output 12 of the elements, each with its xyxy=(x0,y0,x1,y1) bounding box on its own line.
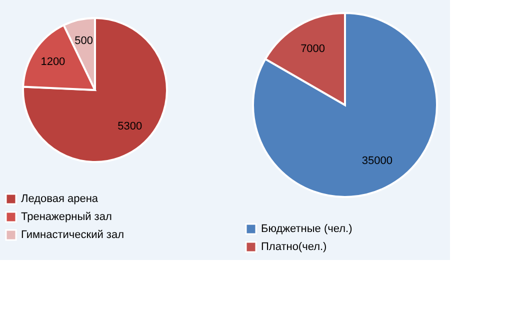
legend-label: Тренажерный зал xyxy=(21,211,112,223)
legend-label: Ледовая арена xyxy=(21,193,99,205)
pie-slice xyxy=(252,12,438,198)
data-label: 5300 xyxy=(118,120,142,132)
legend-label: Гимнастический зал xyxy=(21,229,124,241)
data-label: 500 xyxy=(74,34,93,47)
legend-label: Платно(чел.) xyxy=(261,241,327,253)
data-label: 7000 xyxy=(300,43,326,56)
legend-label: Бюджетные (чел.) xyxy=(261,223,352,235)
data-label: 1200 xyxy=(40,56,66,68)
data-label: 35000 xyxy=(362,154,392,167)
pie-slice xyxy=(22,17,168,163)
